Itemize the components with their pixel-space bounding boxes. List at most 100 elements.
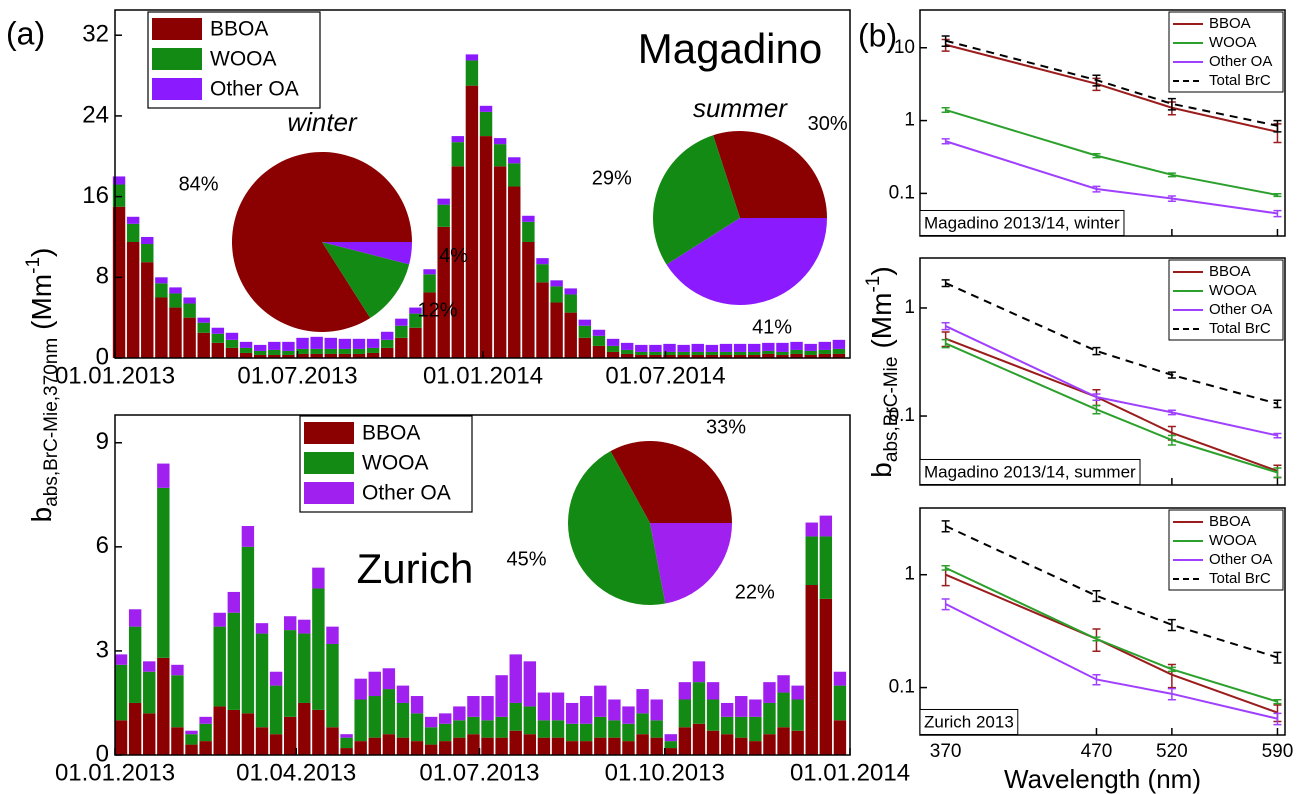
bar-segment bbox=[664, 734, 677, 742]
bar-segment bbox=[324, 353, 337, 358]
error-bar bbox=[941, 338, 950, 349]
bar-segment bbox=[437, 204, 450, 227]
pie-slice bbox=[650, 523, 732, 604]
legend-swatch bbox=[152, 78, 202, 100]
y-tick-label: 1 bbox=[904, 564, 915, 585]
bar-segment bbox=[225, 339, 239, 348]
bar-segment bbox=[578, 325, 592, 338]
bar-segment bbox=[382, 689, 396, 735]
bar-segment bbox=[493, 138, 507, 145]
bar-segment bbox=[141, 236, 154, 245]
bar-segment bbox=[522, 242, 535, 358]
bar-segment bbox=[818, 341, 832, 350]
bar-segment bbox=[635, 354, 648, 358]
error-bar bbox=[941, 598, 950, 611]
bar-segment bbox=[804, 350, 817, 355]
bar-segment bbox=[169, 287, 182, 294]
bar-segment bbox=[509, 654, 522, 703]
pie-slice bbox=[653, 135, 740, 265]
x-tick-label: 01.01.2014 bbox=[423, 362, 543, 389]
bar-segment bbox=[255, 623, 269, 634]
panel-title-box bbox=[919, 458, 1141, 485]
bar-segment bbox=[269, 734, 283, 755]
bar-segment bbox=[608, 720, 621, 738]
bar-segment bbox=[551, 692, 565, 721]
bar-segment bbox=[495, 716, 508, 738]
bar-segment bbox=[451, 142, 465, 167]
bar-segment bbox=[366, 338, 380, 348]
bar-segment bbox=[157, 487, 170, 658]
bar-segment bbox=[508, 157, 521, 164]
bar-segment bbox=[381, 347, 394, 358]
x-tick-label: 370 bbox=[930, 741, 962, 762]
bar-segment bbox=[663, 354, 676, 358]
bar-segment bbox=[368, 737, 381, 755]
legend-swatch bbox=[152, 48, 202, 70]
bar-segment bbox=[451, 166, 465, 358]
error-bar bbox=[1092, 185, 1101, 193]
bar-segment bbox=[481, 737, 494, 755]
bar-segment bbox=[677, 344, 690, 352]
bar-segment bbox=[776, 354, 789, 358]
pie-label: 29% bbox=[592, 167, 632, 189]
y-tick-label: 0 bbox=[96, 343, 109, 370]
bar-segment bbox=[171, 664, 184, 676]
x-axis-title: Wavelength (nm) bbox=[1004, 764, 1201, 794]
bar-segment bbox=[199, 723, 212, 742]
pie-title: winter bbox=[287, 107, 358, 137]
error-bar bbox=[1273, 699, 1282, 705]
bar-segment bbox=[636, 713, 649, 735]
error-bar bbox=[941, 565, 950, 571]
plot-frame bbox=[919, 507, 1286, 736]
plot-frame bbox=[114, 414, 851, 756]
bar-segment bbox=[465, 60, 479, 86]
bar-segment bbox=[141, 244, 154, 263]
bar-segment bbox=[169, 293, 182, 308]
bar-segment bbox=[833, 685, 847, 721]
legend-label: WOOA bbox=[1209, 532, 1257, 549]
bar-segment bbox=[354, 699, 367, 742]
y-axis-title-part: b bbox=[866, 462, 897, 478]
bar-segment bbox=[213, 626, 226, 707]
bar-segment bbox=[564, 288, 577, 295]
bar-segment bbox=[439, 723, 452, 742]
bar-segment bbox=[481, 696, 494, 721]
bar-segment bbox=[551, 720, 565, 738]
bar-segment bbox=[592, 345, 606, 358]
pie-slice bbox=[322, 242, 412, 265]
bar-segment bbox=[536, 258, 549, 265]
bar-segment bbox=[324, 348, 337, 354]
error-bar bbox=[1167, 666, 1176, 673]
bar-segment bbox=[410, 696, 424, 714]
plot-frame bbox=[919, 257, 1286, 486]
y-axis-title-part: ) bbox=[866, 266, 897, 275]
bar-segment bbox=[282, 341, 295, 351]
pie-slice bbox=[322, 242, 410, 318]
y-tick-label: 8 bbox=[96, 263, 109, 290]
bar-segment bbox=[649, 354, 662, 358]
x-tick-label: 520 bbox=[1156, 741, 1188, 762]
bar-segment bbox=[157, 463, 170, 488]
bar-segment bbox=[269, 685, 283, 735]
error-bar bbox=[1167, 97, 1176, 111]
bar-segment bbox=[241, 546, 255, 714]
error-bar bbox=[1167, 434, 1176, 446]
bar-segment bbox=[819, 515, 833, 537]
error-bar bbox=[1092, 393, 1101, 401]
bar-segment bbox=[479, 136, 493, 358]
y-axis-title-part: ) bbox=[26, 248, 57, 257]
legend-box bbox=[1168, 509, 1284, 591]
bar-segment bbox=[763, 682, 776, 703]
bar-segment bbox=[467, 696, 480, 717]
bar-segment bbox=[592, 329, 606, 336]
legend-swatch bbox=[304, 422, 354, 444]
bar-segment bbox=[749, 716, 762, 742]
bar-segment bbox=[649, 344, 662, 352]
bar-segment bbox=[620, 349, 634, 354]
bar-segment bbox=[437, 198, 450, 205]
bar-segment bbox=[253, 354, 267, 358]
bar-segment bbox=[424, 716, 438, 728]
bar-segment bbox=[719, 351, 733, 355]
bar-segment bbox=[409, 307, 422, 314]
legend-swatch bbox=[152, 18, 202, 40]
